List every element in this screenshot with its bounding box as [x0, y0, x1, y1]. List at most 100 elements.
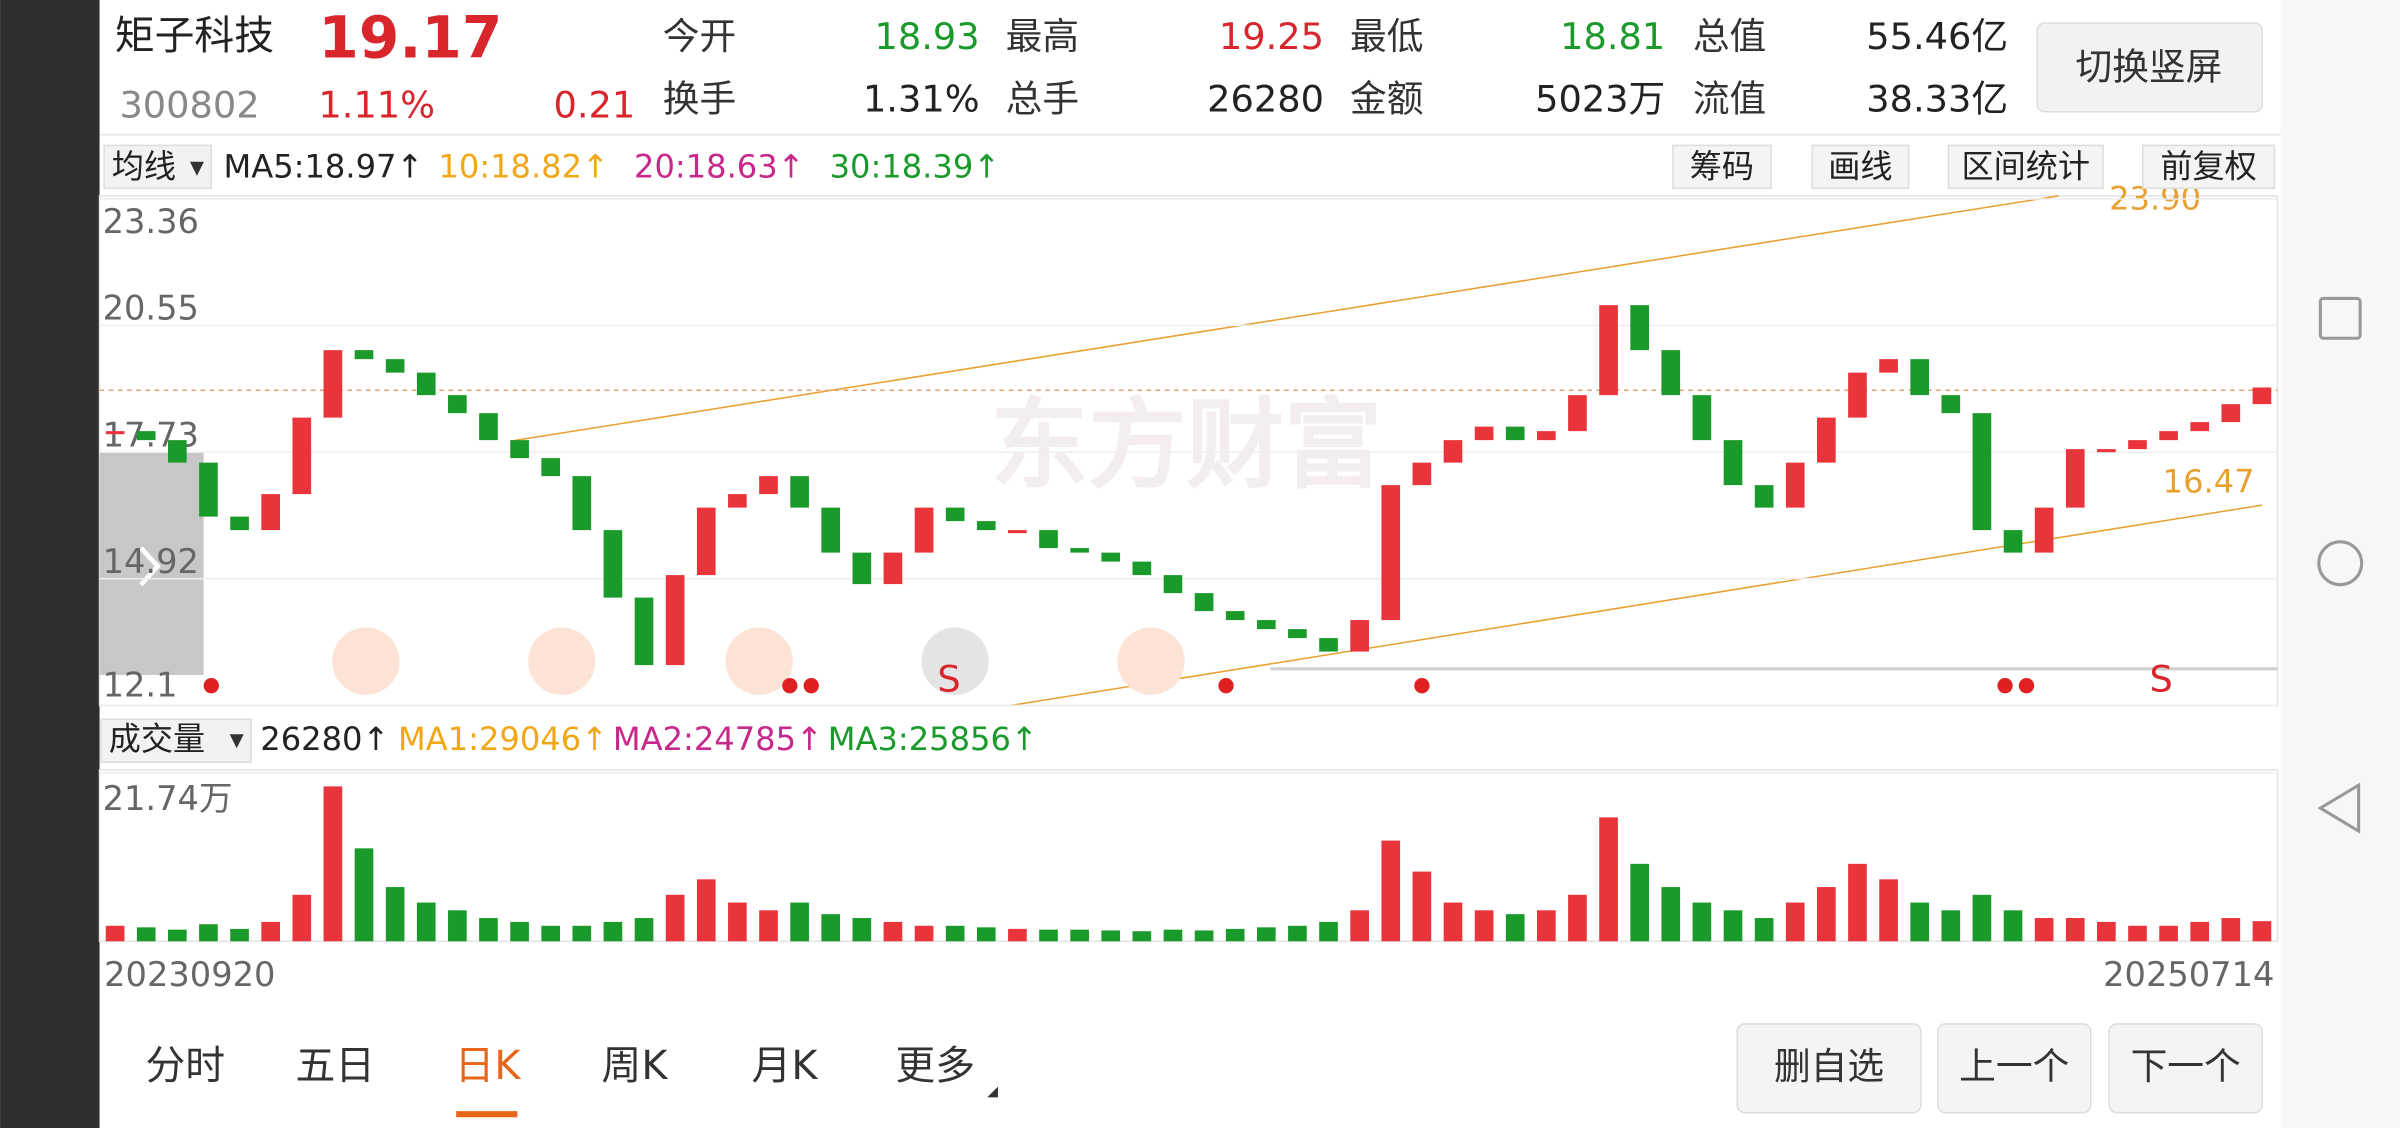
tool-button[interactable] [1811, 144, 1910, 190]
tab[interactable]: 分时 [145, 1043, 225, 1089]
tool-label: 画线 [1828, 147, 1892, 185]
ma-item: 30:18.39↑ [830, 147, 1001, 185]
candle [2128, 440, 2147, 450]
volume-bar [354, 848, 374, 942]
candle [1692, 395, 1712, 441]
volume-bar [945, 925, 965, 942]
volume-bar [1661, 887, 1681, 942]
tab[interactable]: 更多 [895, 1043, 975, 1089]
candle [510, 440, 529, 459]
dropdown-caret: ▼ [190, 157, 205, 178]
stat-value: 55.46亿 [1866, 15, 2008, 58]
sell-marker: S [937, 658, 960, 701]
tool-bubble [725, 627, 793, 695]
volume-bar [510, 921, 529, 942]
tab[interactable]: 日K [455, 1043, 522, 1089]
volume-bar [852, 918, 872, 942]
tool-button[interactable] [1947, 144, 2104, 190]
volume-bar [2221, 918, 2241, 942]
tool-label: 筹码 [1690, 147, 1754, 185]
candle [821, 507, 841, 553]
volume-bar [790, 902, 809, 942]
candle [1412, 462, 1432, 486]
candle [883, 552, 903, 585]
volume-bar [479, 918, 498, 942]
candle [448, 395, 467, 414]
tool-bubble [1117, 627, 1185, 695]
change: 0.21 [553, 84, 635, 127]
volume-bar [1505, 914, 1525, 942]
volume-bar [2097, 921, 2116, 942]
candle [665, 575, 685, 666]
candle [416, 372, 436, 396]
action-button[interactable] [2108, 1023, 2263, 1114]
volume-item: MA2:24785↑ [613, 720, 823, 758]
candle [136, 431, 156, 441]
candle [852, 552, 872, 585]
candle [2221, 404, 2241, 423]
volume-bar [1194, 930, 1214, 942]
candle [2003, 530, 2023, 553]
candle [1785, 462, 1805, 508]
candle [1070, 548, 1089, 553]
volume-bar [416, 902, 436, 942]
volume-bar [1070, 929, 1089, 942]
candle [541, 458, 561, 477]
volume-selector[interactable] [100, 718, 252, 763]
switch-button[interactable] [2036, 22, 2263, 113]
watermark: 东方财富 [990, 388, 1382, 502]
ma-item: MA5:18.97↑ [224, 147, 424, 185]
volume-bar [572, 925, 592, 942]
action-button[interactable] [1936, 1023, 2092, 1114]
candle [105, 431, 125, 435]
candle [945, 507, 965, 522]
candle [1848, 372, 1867, 418]
action-button[interactable] [1736, 1023, 1922, 1114]
candle [603, 530, 623, 598]
nav-recent[interactable] [2318, 296, 2362, 340]
tool-button[interactable] [2142, 144, 2276, 190]
candle [167, 440, 187, 463]
stat-value: 26280 [1207, 78, 1324, 121]
signal-dots [203, 678, 2035, 694]
nav-back[interactable] [2317, 782, 2361, 834]
tab[interactable]: 月K [752, 1043, 819, 1089]
stat-label: 换手 [663, 78, 736, 121]
tool-button[interactable] [1672, 144, 1772, 190]
nav-home[interactable] [2317, 540, 2364, 587]
volume-bar [1599, 817, 1618, 942]
volume-bar [1972, 894, 1992, 942]
candle [790, 476, 809, 508]
ma-item: 20:18.63↑ [634, 147, 805, 185]
volume-bar [199, 924, 218, 942]
candle [2065, 449, 2085, 508]
volume-bar [1630, 863, 1650, 942]
stat-value: 18.81 [1560, 15, 1665, 58]
more-caret [987, 1086, 998, 1098]
volume-bar [1568, 894, 1587, 942]
volume-bar [2128, 925, 2147, 942]
tab[interactable]: 周K [602, 1043, 669, 1089]
volume-bar [1941, 910, 1961, 942]
stat-label: 今开 [663, 15, 736, 58]
candle [696, 507, 716, 576]
ma-selector[interactable] [103, 144, 213, 190]
ma-item: 10:18.82↑ [438, 147, 609, 185]
volume-bar [1817, 887, 1836, 942]
tab[interactable]: 五日 [295, 1043, 375, 1089]
candle [1350, 620, 1369, 652]
y-tick-label: 23.36 [103, 202, 199, 241]
volume-bar [541, 925, 561, 942]
volume-bar [603, 921, 623, 942]
volume-bar [385, 887, 405, 942]
volume-bar [1848, 863, 1867, 942]
ma-selector-label: 均线 [112, 147, 176, 185]
candle [2252, 387, 2272, 405]
side-handle[interactable] [99, 451, 204, 675]
y-tick-label: 21.74万 [103, 779, 233, 818]
volume-bar [1008, 928, 1027, 942]
stat-label: 流值 [1693, 78, 1766, 121]
stock-name: 矩子科技 [115, 13, 274, 59]
volume-selector-label: 成交量 [109, 720, 205, 758]
